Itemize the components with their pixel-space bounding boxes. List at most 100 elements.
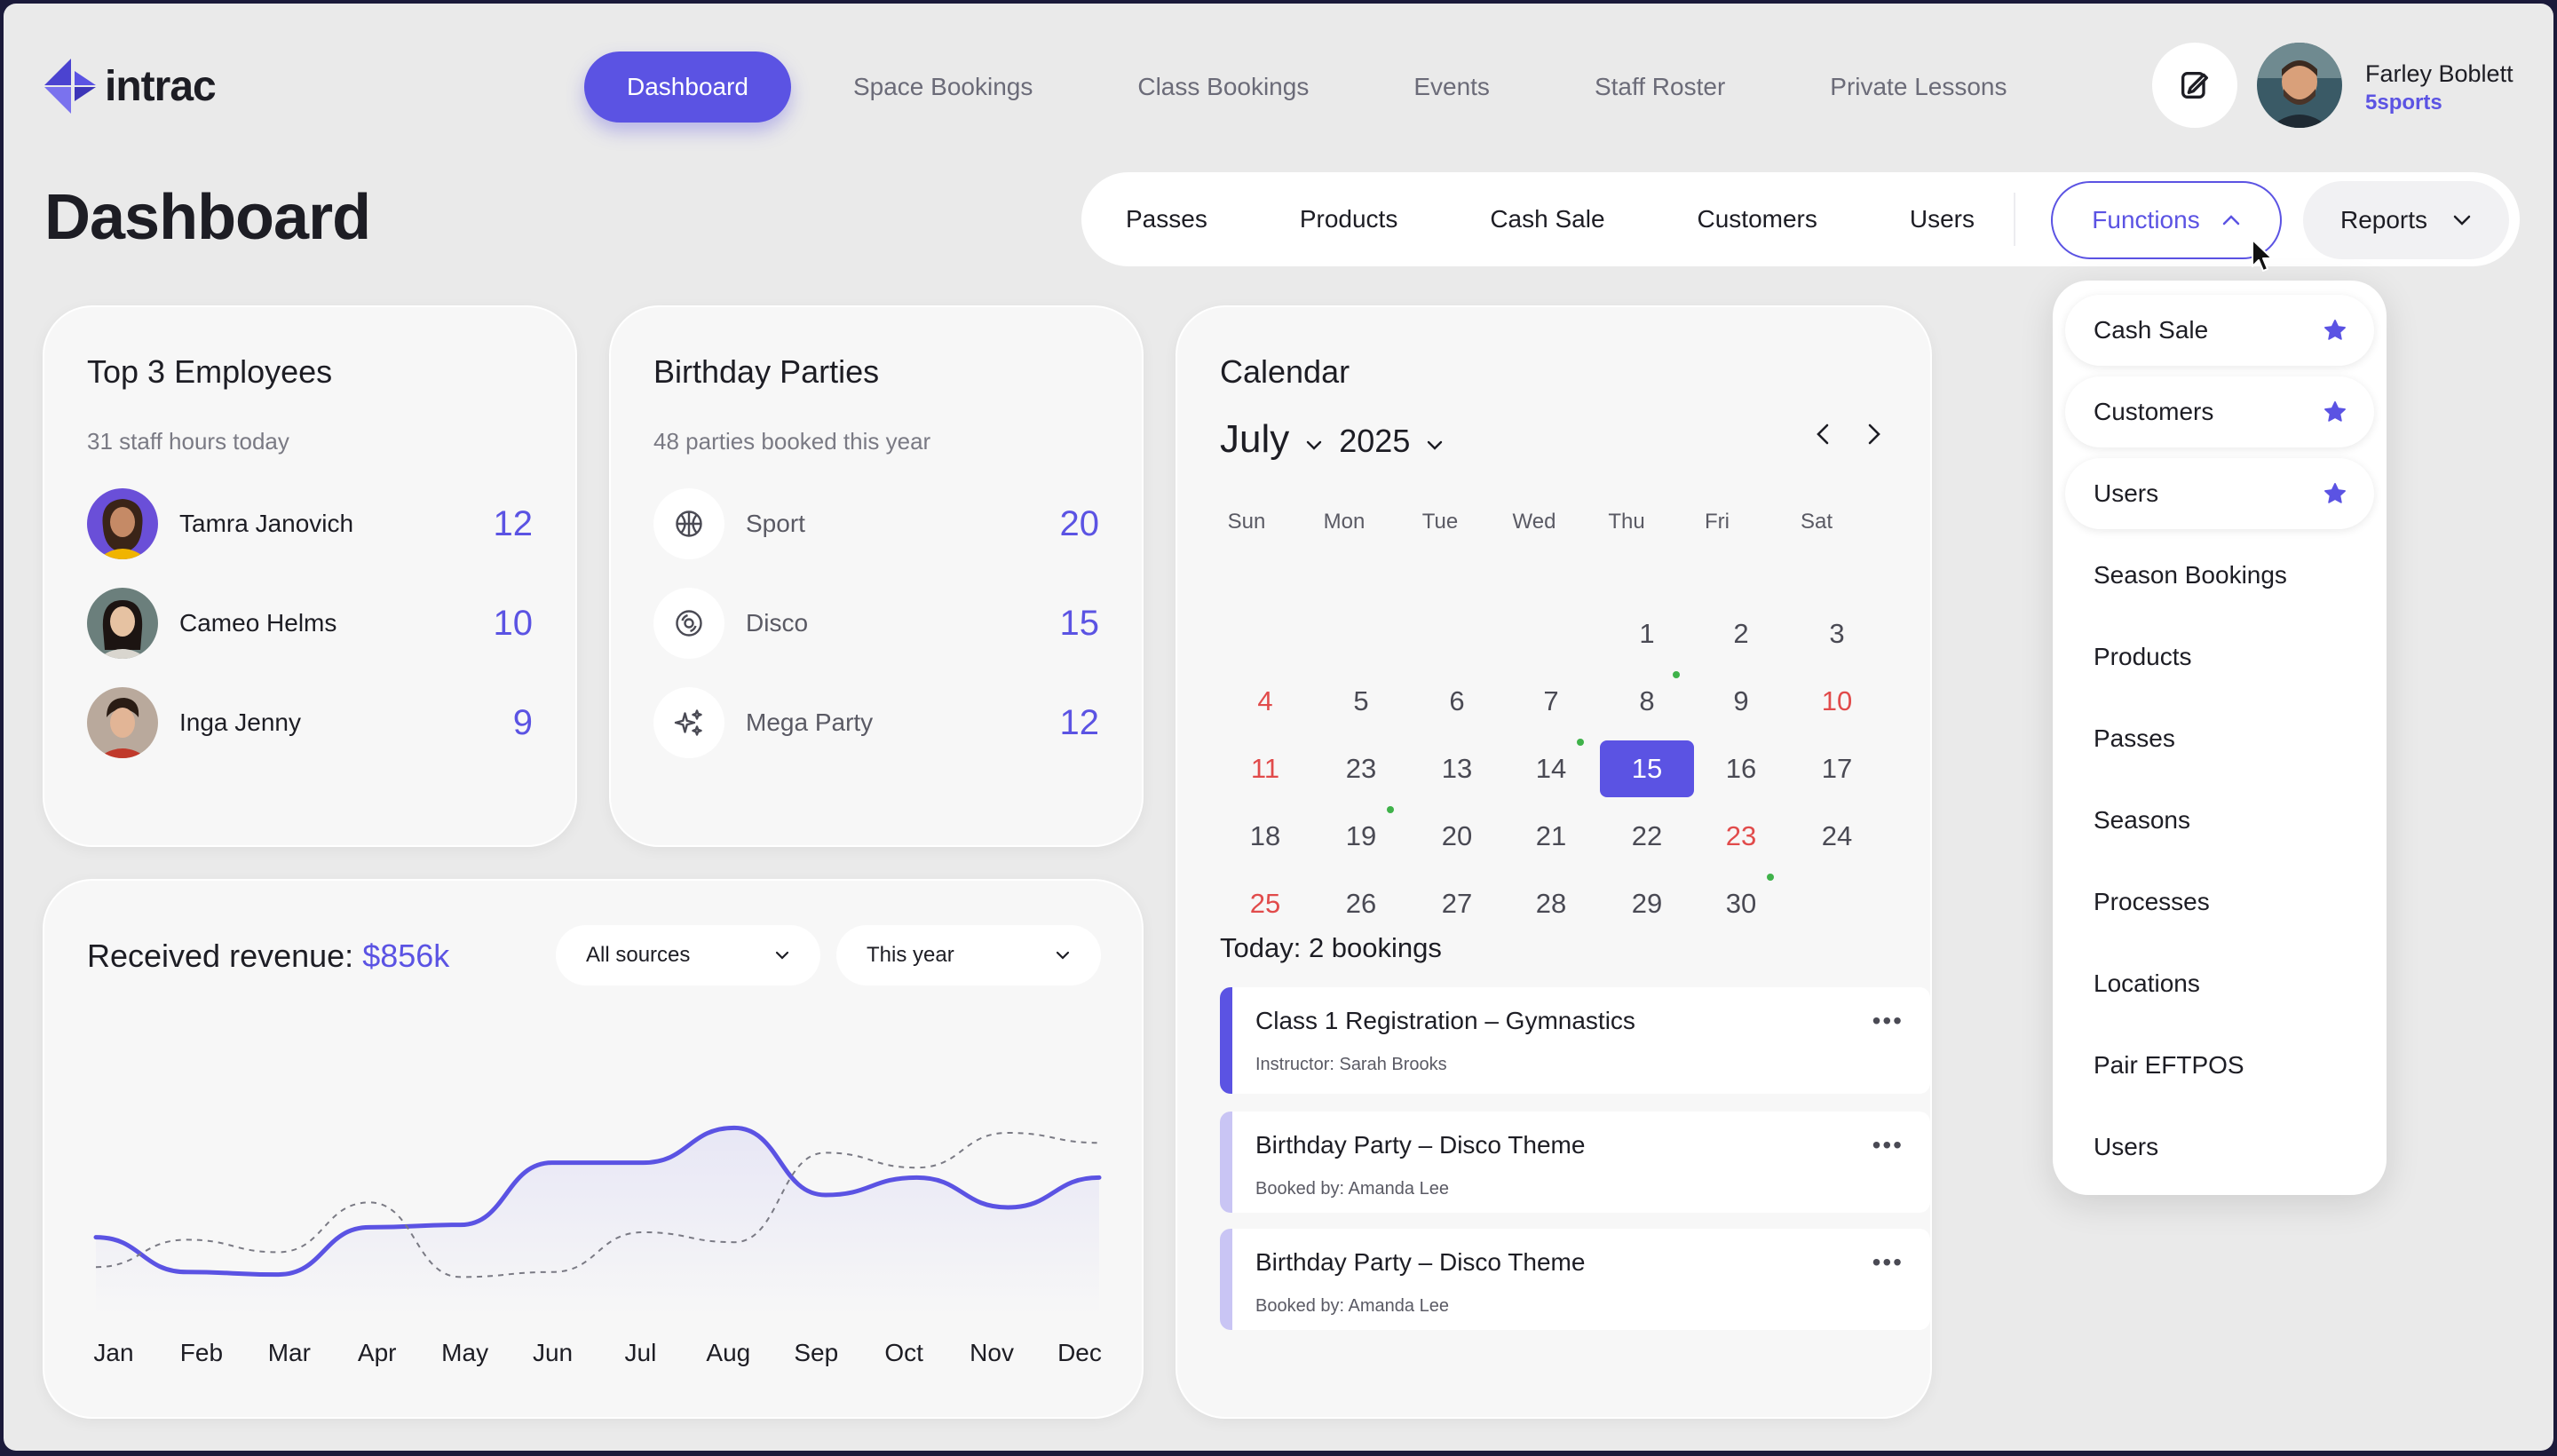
menu-item-label: Locations: [2094, 969, 2200, 997]
nav-events[interactable]: Events: [1413, 73, 1490, 100]
employee-row[interactable]: Cameo Helms 10: [87, 588, 533, 659]
calendar-day[interactable]: 27: [1441, 888, 1473, 919]
favorite-star-icon[interactable]: [2323, 400, 2347, 431]
functions-menu-item[interactable]: Customers: [2065, 376, 2374, 447]
functions-menu-item[interactable]: Processes: [2065, 866, 2374, 938]
user-avatar[interactable]: [2257, 43, 2342, 128]
functions-menu-item[interactable]: Passes: [2065, 703, 2374, 774]
app-window: intrac Dashboard Space Bookings Class Bo…: [4, 4, 2553, 1451]
calendar-day[interactable]: 19: [1345, 820, 1377, 851]
revenue-title: Received revenue: $856k: [87, 938, 449, 975]
employees-card: Top 3 Employees 31 staff hours today Tam…: [43, 305, 577, 847]
calendar-day[interactable]: 18: [1249, 820, 1281, 851]
booking-item[interactable]: Birthday Party – Disco Theme Booked by: …: [1220, 1112, 1930, 1213]
party-row[interactable]: Disco 15: [653, 588, 1099, 659]
edit-notes-button[interactable]: [2152, 43, 2237, 128]
calendar-day[interactable]: 25: [1249, 888, 1281, 919]
functions-menu-item[interactable]: Users: [2065, 1112, 2374, 1183]
more-options-icon[interactable]: •••: [1872, 1248, 1904, 1276]
user-name[interactable]: Farley Boblett: [2365, 60, 2513, 87]
calendar-day[interactable]: 26: [1345, 888, 1377, 919]
quick-nav-customers[interactable]: Customers: [1697, 205, 1817, 233]
x-tick-label: Nov: [970, 1339, 1014, 1366]
chevron-left-icon[interactable]: [1813, 421, 1833, 447]
logo[interactable]: intrac: [44, 59, 217, 114]
party-row[interactable]: Sport 20: [653, 488, 1099, 559]
booking-item[interactable]: Birthday Party – Disco Theme Booked by: …: [1220, 1229, 1930, 1330]
functions-menu-item[interactable]: Seasons: [2065, 785, 2374, 856]
user-org[interactable]: 5sports: [2365, 91, 2442, 115]
booking-item[interactable]: Class 1 Registration – Gymnastics Instru…: [1220, 987, 1930, 1094]
nav-dashboard[interactable]: Dashboard: [584, 51, 791, 123]
star-icon[interactable]: [2323, 481, 2347, 506]
year-select[interactable]: 2025: [1339, 423, 1411, 459]
quick-nav-passes[interactable]: Passes: [1126, 205, 1207, 233]
calendar-day[interactable]: 8: [1639, 685, 1655, 716]
employee-row[interactable]: Tamra Janovich 12: [87, 488, 533, 559]
calendar-day[interactable]: 11: [1250, 753, 1280, 784]
calendar-day[interactable]: 22: [1631, 820, 1663, 851]
functions-menu-item[interactable]: Users: [2065, 458, 2374, 529]
calendar-day[interactable]: 9: [1733, 685, 1749, 716]
functions-menu-item[interactable]: Pair EFTPOS: [2065, 1030, 2374, 1101]
party-row[interactable]: Mega Party 12: [653, 687, 1099, 758]
employee-name: Tamra Janovich: [179, 510, 354, 537]
calendar-day[interactable]: 16: [1725, 753, 1757, 784]
calendar-day[interactable]: 13: [1441, 753, 1473, 784]
star-icon[interactable]: [2323, 400, 2347, 424]
logo-text: intrac: [105, 62, 217, 110]
more-options-icon[interactable]: •••: [1872, 1131, 1904, 1159]
calendar-day[interactable]: 14: [1535, 753, 1567, 784]
functions-menu-item[interactable]: Products: [2065, 621, 2374, 692]
calendar-day[interactable]: 20: [1441, 820, 1473, 851]
calendar-day[interactable]: 6: [1449, 685, 1465, 716]
functions-menu-item[interactable]: Cash Sale: [2065, 295, 2374, 366]
calendar-day[interactable]: 5: [1353, 685, 1369, 716]
calendar-day[interactable]: 23: [1725, 820, 1757, 851]
employee-row[interactable]: Inga Jenny 9: [87, 687, 533, 758]
nav-class-bookings[interactable]: Class Bookings: [1137, 73, 1310, 100]
calendar-day[interactable]: 2: [1733, 618, 1749, 649]
calendar-day[interactable]: 3: [1829, 618, 1845, 649]
nav-private-lessons[interactable]: Private Lessons: [1830, 73, 2007, 100]
functions-menu-item[interactable]: Season Bookings: [2065, 540, 2374, 611]
favorite-star-icon[interactable]: [2323, 318, 2347, 349]
quick-nav-users[interactable]: Users: [1909, 205, 1975, 233]
calendar-day[interactable]: 10: [1821, 685, 1853, 716]
chevron-right-icon[interactable]: [1864, 421, 1884, 447]
star-icon[interactable]: [2323, 318, 2347, 343]
card-subtitle: 48 parties booked this year: [653, 428, 931, 455]
calendar-day[interactable]: 24: [1821, 820, 1853, 851]
more-options-icon[interactable]: •••: [1872, 1007, 1904, 1034]
nav-staff-roster[interactable]: Staff Roster: [1594, 73, 1726, 100]
calendar-day[interactable]: 1: [1639, 618, 1655, 649]
calendar-day[interactable]: 23: [1345, 753, 1377, 784]
month-select[interactable]: July: [1220, 417, 1290, 461]
x-tick-label: Sep: [794, 1339, 839, 1366]
source-select[interactable]: All sources: [556, 925, 820, 985]
calendar-day[interactable]: 28: [1535, 888, 1567, 919]
card-subtitle: 31 staff hours today: [87, 428, 289, 455]
card-title: Birthday Parties: [653, 353, 880, 390]
chevron-down-icon: [775, 951, 789, 960]
calendar-day[interactable]: 30: [1725, 888, 1757, 919]
quick-nav-cash-sale[interactable]: Cash Sale: [1490, 205, 1605, 233]
reports-button[interactable]: Reports: [2303, 181, 2509, 259]
calendar-day[interactable]: 7: [1543, 685, 1559, 716]
functions-menu-item[interactable]: Locations: [2065, 948, 2374, 1019]
calendar-day[interactable]: 4: [1257, 685, 1273, 716]
quick-nav-products[interactable]: Products: [1299, 205, 1398, 233]
chevron-down-icon[interactable]: [1305, 439, 1323, 452]
calendar-day[interactable]: 21: [1535, 820, 1567, 851]
calendar-day[interactable]: 17: [1821, 753, 1853, 784]
event-dot: [1767, 874, 1774, 881]
card-title: Calendar: [1220, 353, 1350, 390]
functions-button[interactable]: Functions: [2051, 181, 2282, 259]
chevron-down-icon[interactable]: [1426, 439, 1444, 452]
period-select[interactable]: This year: [836, 925, 1101, 985]
calendar-day[interactable]: 15: [1600, 740, 1694, 797]
employee-avatar: [87, 687, 158, 758]
favorite-star-icon[interactable]: [2323, 481, 2347, 512]
nav-space-bookings[interactable]: Space Bookings: [852, 73, 1033, 100]
calendar-day[interactable]: 29: [1631, 888, 1663, 919]
